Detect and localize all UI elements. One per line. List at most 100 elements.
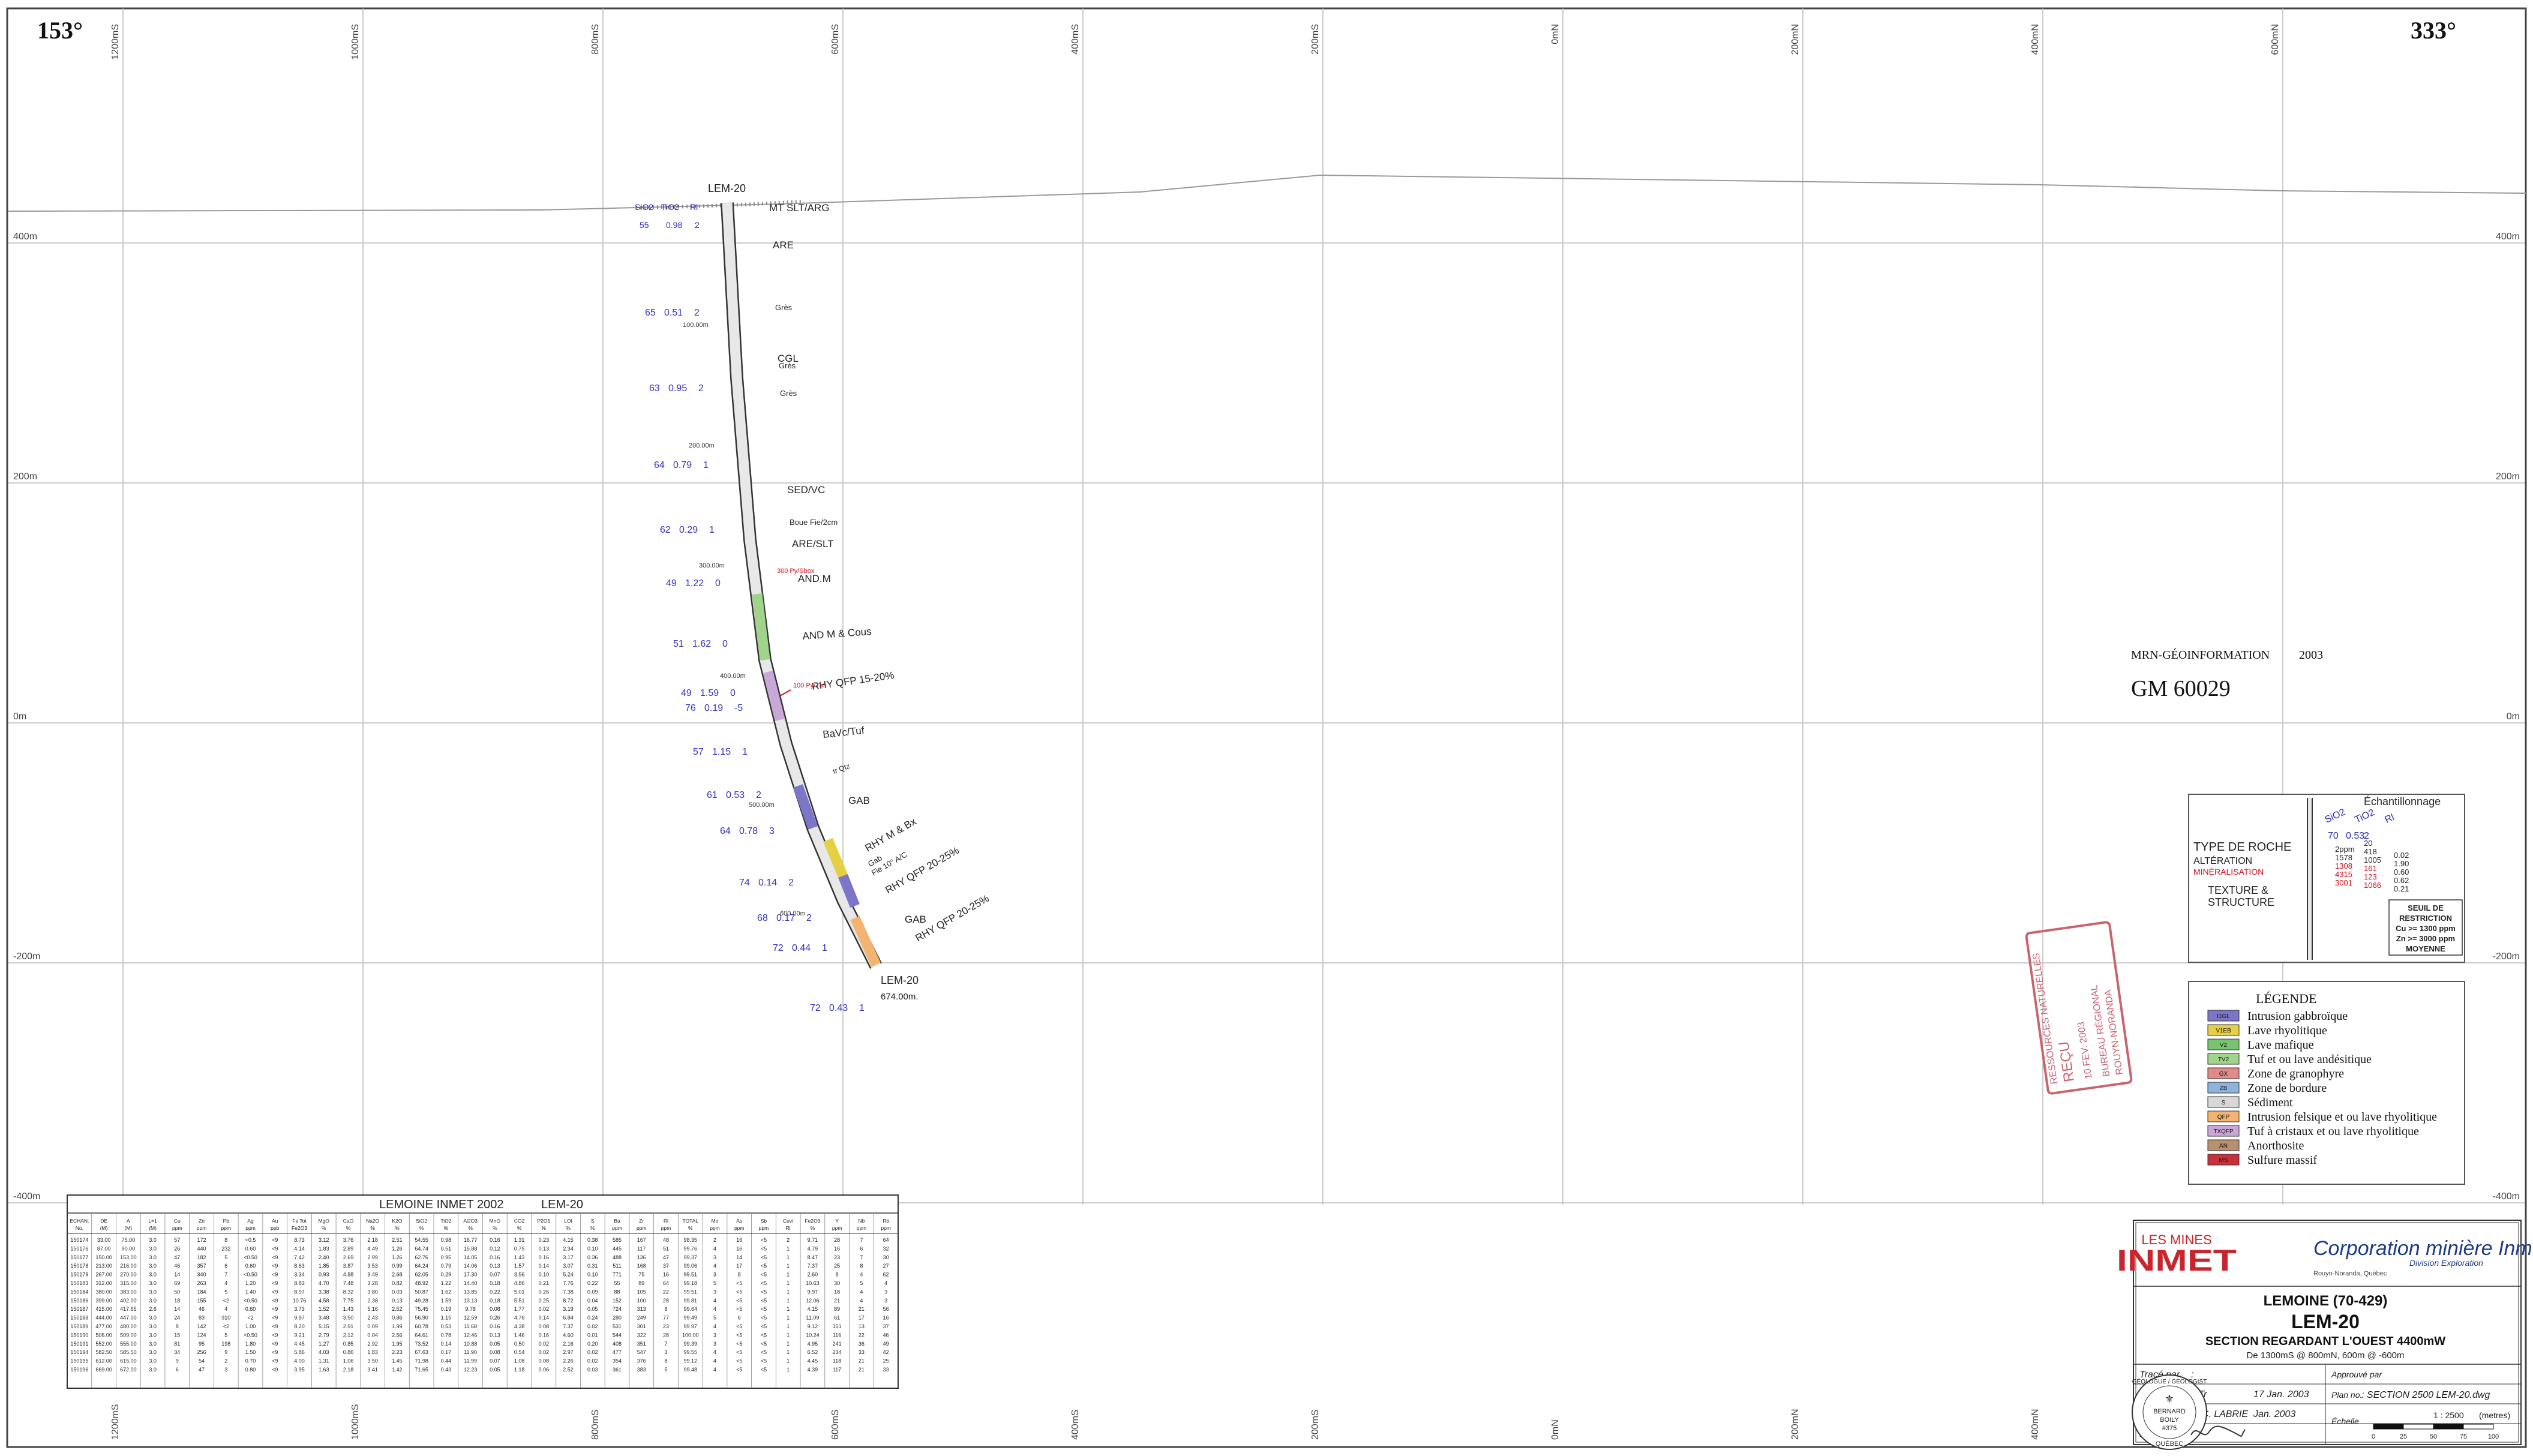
table-cell: 669.00 — [95, 1367, 112, 1373]
table-cell: 771 — [613, 1272, 622, 1278]
table-cell: 150184 — [70, 1289, 88, 1295]
interval-gabbro-2 — [838, 873, 860, 908]
table-cell: 50.87 — [415, 1289, 428, 1295]
table-cell: 89 — [834, 1306, 840, 1312]
key-box-seuil-line: RESTRICTION — [2399, 914, 2452, 923]
table-cell: 14 — [174, 1272, 180, 1278]
table-cell: 4 — [713, 1323, 716, 1329]
table-cell: 50 — [174, 1289, 180, 1295]
table-cell: 1 — [787, 1306, 790, 1312]
lithology-label: GAB — [848, 795, 870, 806]
table-cell: 49.28 — [415, 1298, 428, 1304]
sample-rl: 2 — [788, 878, 794, 888]
assay-header: P2O5 — [537, 1218, 550, 1224]
table-cell: 90.00 — [122, 1245, 136, 1251]
table-cell: 21 — [834, 1298, 840, 1304]
table-cell: <5 — [761, 1306, 767, 1312]
table-cell: 0.99 — [392, 1263, 403, 1269]
table-cell: 12.59 — [464, 1315, 478, 1321]
sample-label: 64 0.78 3 — [720, 826, 775, 836]
approved-by-label: Approuvé par — [2331, 1370, 2382, 1379]
table-cell: 26 — [174, 1245, 180, 1251]
table-cell: 1 — [787, 1245, 790, 1251]
table-cell: <9 — [272, 1289, 278, 1295]
legend-code: QFP — [2217, 1114, 2230, 1121]
sample-tio2: 1.22 — [685, 578, 704, 589]
assay-header: Sb — [761, 1218, 767, 1224]
table-cell: <5 — [761, 1367, 767, 1373]
table-cell: 2.12 — [343, 1332, 354, 1338]
assay-header-unit: ppm — [637, 1225, 647, 1231]
legend-item: V2 Lave mafique — [2207, 1038, 2314, 1052]
table-cell: 4 — [713, 1245, 716, 1251]
assay-header-unit: ppm — [734, 1225, 745, 1231]
table-cell: <9 — [272, 1245, 278, 1251]
table-cell: <5 — [761, 1349, 767, 1355]
table-cell: 2.99 — [367, 1254, 378, 1260]
table-cell: 2.6 — [149, 1306, 157, 1312]
table-cell: 8.32 — [343, 1289, 354, 1295]
table-cell: 270.00 — [120, 1272, 137, 1278]
table-cell: <5 — [761, 1272, 767, 1278]
table-cell: 14.40 — [464, 1280, 478, 1286]
title-block-row-date: 17 Jan. 2003 — [2253, 1389, 2309, 1400]
table-cell: 9.97 — [808, 1289, 818, 1295]
table-cell: 62 — [883, 1272, 889, 1278]
sample-label: 49 1.59 0 — [681, 688, 736, 698]
plan-number-value: : SECTION 2500 LEM-20.dwg — [2361, 1390, 2490, 1400]
table-cell: 9.78 — [465, 1306, 476, 1312]
topography-line — [8, 174, 2526, 212]
table-cell: 16 — [736, 1245, 742, 1251]
table-cell: 3.38 — [319, 1289, 329, 1295]
key-box-col-c: 0.21 — [2394, 884, 2409, 893]
sample-sio2: 49 — [666, 578, 677, 589]
table-cell: 0.08 — [490, 1349, 500, 1355]
easting-label-top: 200mS — [1310, 24, 1320, 55]
table-cell: <5 — [736, 1289, 742, 1295]
assay-header-unit: ppm — [759, 1225, 769, 1231]
table-cell: 118 — [833, 1358, 841, 1364]
assay-header-unit: No. — [76, 1225, 83, 1231]
table-cell: 1.06 — [343, 1358, 354, 1364]
table-cell: 0.54 — [514, 1349, 525, 1355]
table-cell: 509.00 — [120, 1332, 137, 1338]
table-cell: 232 — [221, 1245, 230, 1251]
key-box-col-b: 161 — [2364, 864, 2377, 873]
table-cell: 0.14 — [441, 1341, 452, 1347]
table-cell: 150174 — [70, 1237, 88, 1243]
fleur-de-lis-icon: ⚜ — [2165, 1393, 2174, 1405]
depth-mark: 100.00m — [683, 322, 709, 329]
legend-item: S Sédiment — [2207, 1096, 2293, 1109]
table-cell: 3.56 — [514, 1272, 525, 1278]
table-cell: 3 — [713, 1272, 716, 1278]
table-cell: 12.46 — [464, 1332, 478, 1338]
legend-title: LÉGENDE — [2256, 991, 2316, 1006]
table-cell: 6 — [860, 1245, 863, 1251]
table-cell: 150186 — [70, 1298, 88, 1304]
table-cell: 5 — [713, 1315, 716, 1321]
table-cell: 142 — [197, 1323, 206, 1329]
table-cell: 445 — [613, 1245, 622, 1251]
table-cell: 354 — [613, 1358, 622, 1364]
drill-hole-lem-20 — [721, 202, 882, 969]
table-cell: 4 — [884, 1280, 887, 1286]
sample-tio2: 0.78 — [739, 826, 758, 836]
scale-tick: 50 — [2430, 1433, 2437, 1440]
sample-sio2: 64 — [720, 826, 731, 836]
legend-label: Lave mafique — [2247, 1038, 2314, 1052]
sample-label: 76 0.19 -5 — [685, 703, 743, 713]
table-cell: 213.00 — [95, 1263, 112, 1269]
table-cell: 1 — [787, 1263, 790, 1269]
legend-code: V2 — [2220, 1042, 2228, 1049]
table-cell: <9 — [272, 1254, 278, 1260]
legend-swatch — [2207, 1010, 2240, 1022]
table-cell: 1.62 — [441, 1289, 452, 1295]
table-cell: 0.04 — [587, 1298, 598, 1304]
easting-label-top: 800mS — [590, 24, 601, 55]
elevation-label-right: -400m — [2493, 1191, 2520, 1202]
key-box-col-b: 123 — [2364, 872, 2377, 881]
received-stamp-frame — [2025, 921, 2133, 1095]
depth-mark: 500.00m — [749, 801, 775, 809]
table-cell: 11.68 — [464, 1323, 477, 1329]
table-cell: 4.00 — [294, 1358, 305, 1364]
